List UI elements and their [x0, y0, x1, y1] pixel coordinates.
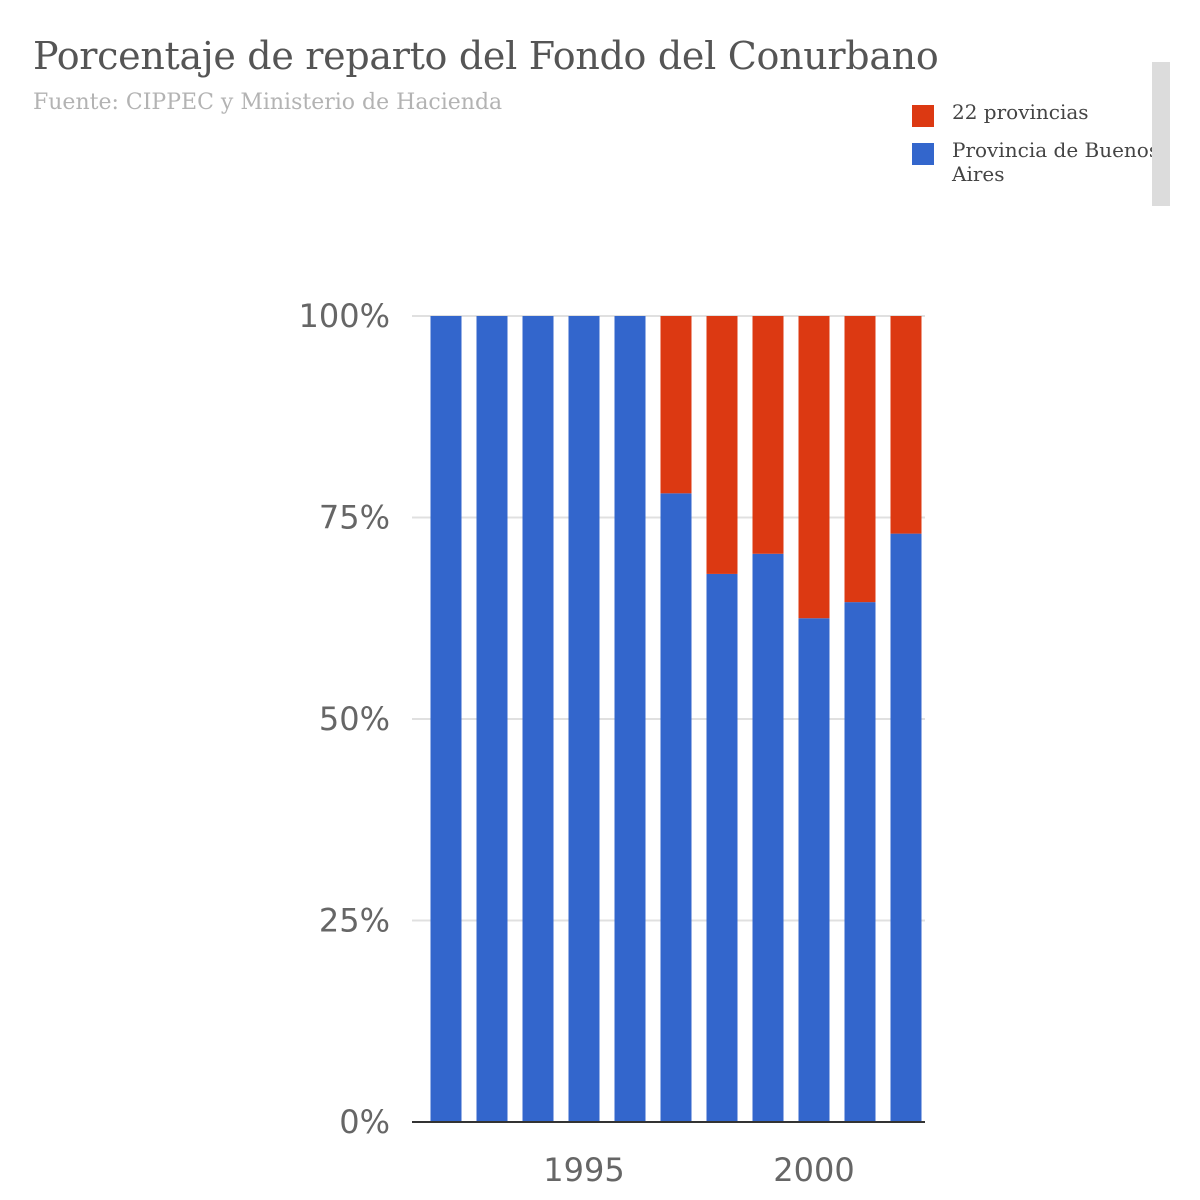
- chart-legend: 22 provincias Provincia de Buenos Aires: [912, 100, 1162, 200]
- y-tick-label: 75%: [319, 499, 390, 537]
- bar-segment-buenos-aires-1996[interactable]: [614, 316, 646, 1122]
- y-tick-label: 50%: [319, 700, 390, 738]
- bar-segment-22-provincias-2000[interactable]: [798, 316, 830, 619]
- legend-item-buenos-aires[interactable]: Provincia de Buenos Aires: [912, 138, 1162, 186]
- bar-segment-22-provincias-2001[interactable]: [844, 316, 876, 603]
- legend-swatch-buenos-aires: [912, 143, 934, 165]
- legend-label-buenos-aires: Provincia de Buenos Aires: [952, 138, 1160, 186]
- bars: [430, 316, 922, 1122]
- legend-label-22-provincias: 22 provincias: [952, 100, 1089, 124]
- bar-segment-buenos-aires-1998[interactable]: [706, 573, 738, 1122]
- legend-scrollbar[interactable]: [1152, 62, 1170, 206]
- bar-segment-buenos-aires-1999[interactable]: [752, 553, 784, 1122]
- y-tick-label: 0%: [339, 1103, 390, 1141]
- bar-segment-22-provincias-1998[interactable]: [706, 316, 738, 574]
- bar-segment-buenos-aires-1993[interactable]: [476, 316, 508, 1122]
- legend-item-22-provincias[interactable]: 22 provincias: [912, 100, 1162, 127]
- legend-swatch-22-provincias: [912, 105, 934, 127]
- bar-segment-22-provincias-1997[interactable]: [660, 316, 692, 494]
- bar-segment-buenos-aires-2001[interactable]: [844, 602, 876, 1122]
- bar-segment-buenos-aires-2002[interactable]: [890, 533, 922, 1122]
- bar-segment-buenos-aires-1992[interactable]: [430, 316, 462, 1122]
- bar-segment-22-provincias-1999[interactable]: [752, 316, 784, 554]
- chart-title: Porcentaje de reparto del Fondo del Conu…: [33, 34, 939, 78]
- bar-segment-buenos-aires-1994[interactable]: [522, 316, 554, 1122]
- chart-subtitle: Fuente: CIPPEC y Ministerio de Hacienda: [33, 90, 503, 115]
- bar-segment-buenos-aires-1997[interactable]: [660, 493, 692, 1122]
- bar-segment-22-provincias-2002[interactable]: [890, 316, 922, 534]
- y-tick-label: 100%: [299, 297, 390, 335]
- bar-segment-buenos-aires-2000[interactable]: [798, 618, 830, 1122]
- x-tick-label: 1995: [543, 1151, 624, 1189]
- axes: 0% 25% 50% 75% 100% 1995 2000: [299, 297, 925, 1189]
- bar-segment-buenos-aires-1995[interactable]: [568, 316, 600, 1122]
- y-tick-label: 25%: [319, 902, 390, 940]
- x-tick-label: 2000: [773, 1151, 854, 1189]
